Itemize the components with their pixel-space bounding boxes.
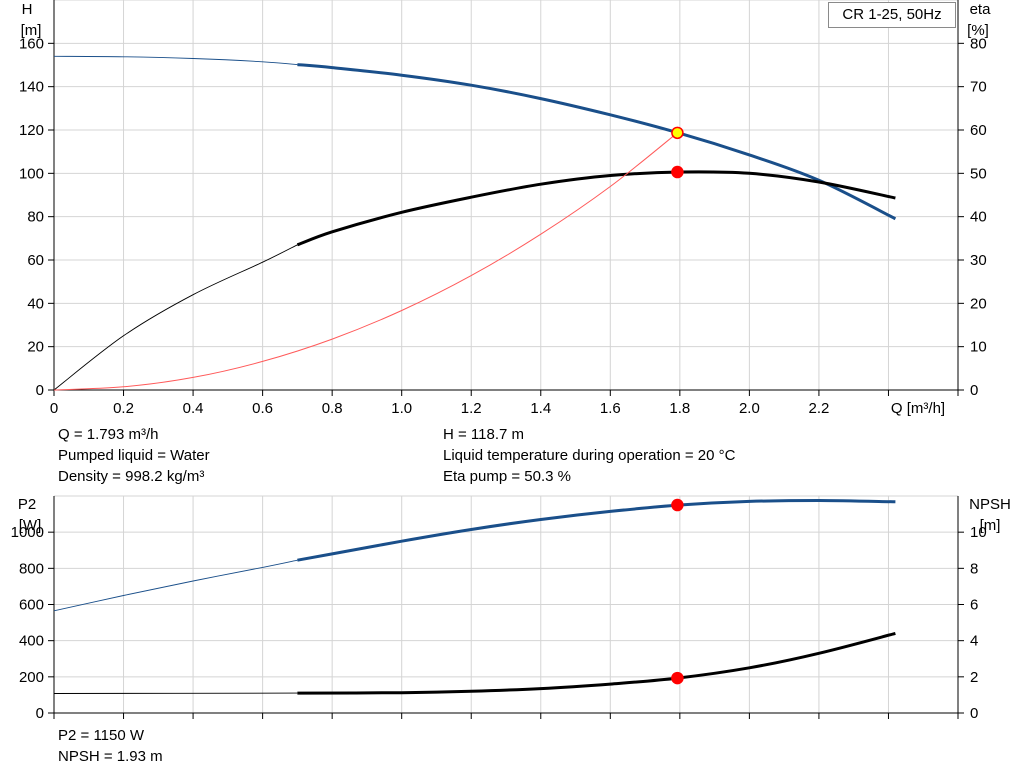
bottom-left-tick-label: 0: [36, 705, 44, 722]
system-curve: [53, 132, 678, 391]
x-tick-label: 0.6: [252, 400, 273, 417]
top-left-tick-label: 100: [19, 165, 44, 182]
top-right-tick-label: 40: [970, 209, 987, 226]
top-right-tick-label: 10: [970, 339, 987, 356]
efficiency-curve-extension: [53, 244, 298, 391]
x-tick-label: 0: [50, 400, 58, 417]
bottom-chart-tick-labels: 0 200 400 600 800 1000 0 2 4 6 8 10: [11, 524, 987, 722]
x-tick-label: 2.0: [739, 400, 760, 417]
head-duty-point: [671, 126, 684, 140]
top-right-tick-label: 20: [970, 295, 987, 312]
x-tick-label: 1.6: [600, 400, 621, 417]
bottom-left-tick-label: 400: [19, 633, 44, 650]
x-tick-label: 1.8: [669, 400, 690, 417]
power-curve: [297, 498, 896, 562]
top-right-tick-label: 70: [970, 79, 987, 96]
bottom-left-tick-label: 200: [19, 669, 44, 686]
top-left-tick-label: 20: [27, 339, 44, 356]
top-left-tick-label: 140: [19, 79, 44, 96]
bottom-chart-axes: [48, 496, 964, 719]
p2-readout: P2 = 1150 W: [58, 727, 145, 744]
info-block-bottom: P2 = 1150 W NPSH = 1.93 m: [58, 725, 163, 767]
npsh-readout: NPSH = 1.93 m: [58, 748, 163, 765]
top-left-tick-label: 80: [27, 209, 44, 226]
top-chart-series: [53, 55, 897, 391]
bottom-left-tick-label: 800: [19, 560, 44, 577]
bottom-right-axis-label-npsh: NPSH: [969, 496, 1011, 513]
top-left-axis-label-h: H: [22, 1, 33, 18]
head-readout: H = 118.7 m: [443, 426, 525, 443]
npsh-curve: [297, 631, 896, 695]
bottom-right-tick-label: 4: [970, 633, 978, 650]
x-axis-label: Q [m³/h]: [891, 400, 945, 417]
bottom-chart-series: [53, 498, 896, 695]
x-tick-label: 1.4: [530, 400, 551, 417]
x-tick-label: 0.8: [322, 400, 343, 417]
bottom-left-axis-unit: [W]: [19, 517, 42, 534]
top-chart-tick-labels: 0 20 40 60 80 100 120 140 160 0 10 20 30 40 50 60 70 80 0 0…: [19, 35, 987, 417]
top-right-tick-label: 0: [970, 382, 978, 399]
top-left-axis-unit: [m]: [21, 22, 42, 39]
top-right-axis-unit: [%]: [967, 22, 989, 39]
top-left-tick-label: 60: [27, 252, 44, 269]
eta-readout: Eta pump = 50.3 %: [443, 468, 571, 485]
npsh-duty-point: [671, 671, 684, 685]
head-curve: [297, 63, 897, 221]
x-tick-label: 0.2: [113, 400, 134, 417]
bottom-left-tick-label: 600: [19, 597, 44, 614]
pumped-liquid-readout: Pumped liquid = Water: [58, 447, 210, 464]
bottom-right-tick-label: 8: [970, 560, 978, 577]
top-chart-axes: [48, 0, 964, 396]
flow-readout: Q = 1.793 m³/h: [58, 426, 159, 443]
eta-duty-point: [671, 165, 684, 179]
bottom-left-tick-label: 1000: [11, 524, 44, 541]
top-right-tick-label: 30: [970, 252, 987, 269]
bottom-right-tick-label: 2: [970, 669, 978, 686]
info-block-left: Q = 1.793 m³/h Pumped liquid = Water Den…: [58, 424, 210, 487]
bottom-right-axis-unit: [m]: [980, 517, 1001, 534]
curve-legend: CR 1-25, 50Hz: [828, 2, 956, 28]
head-curve-extension: [53, 55, 298, 66]
x-tick-label: 1.2: [461, 400, 482, 417]
top-left-tick-label: 120: [19, 122, 44, 139]
x-tick-label: 1.0: [391, 400, 412, 417]
power-curve-extension: [53, 559, 298, 612]
bottom-right-tick-label: 10: [970, 524, 987, 541]
bottom-left-axis-label-p2: P2: [18, 496, 36, 513]
top-right-tick-label: 60: [970, 122, 987, 139]
top-left-tick-label: 40: [27, 295, 44, 312]
bottom-chart-grid: [54, 495, 959, 713]
x-tick-label: 0.4: [183, 400, 204, 417]
top-left-tick-label: 0: [36, 382, 44, 399]
density-readout: Density = 998.2 kg/m³: [58, 468, 205, 485]
bottom-right-tick-label: 0: [970, 705, 978, 722]
top-left-tick-label: 160: [19, 35, 44, 52]
top-right-tick-label: 80: [970, 35, 987, 52]
x-tick-label: 2.2: [808, 400, 829, 417]
efficiency-curve: [296, 170, 896, 247]
bottom-right-tick-label: 6: [970, 597, 978, 614]
top-right-tick-label: 50: [970, 165, 987, 182]
info-block-right: H = 118.7 m Liquid temperature during op…: [443, 424, 735, 487]
temperature-readout: Liquid temperature during operation = 20…: [443, 447, 736, 464]
top-right-axis-label-eta: eta: [970, 1, 992, 18]
p2-duty-point: [671, 498, 684, 512]
